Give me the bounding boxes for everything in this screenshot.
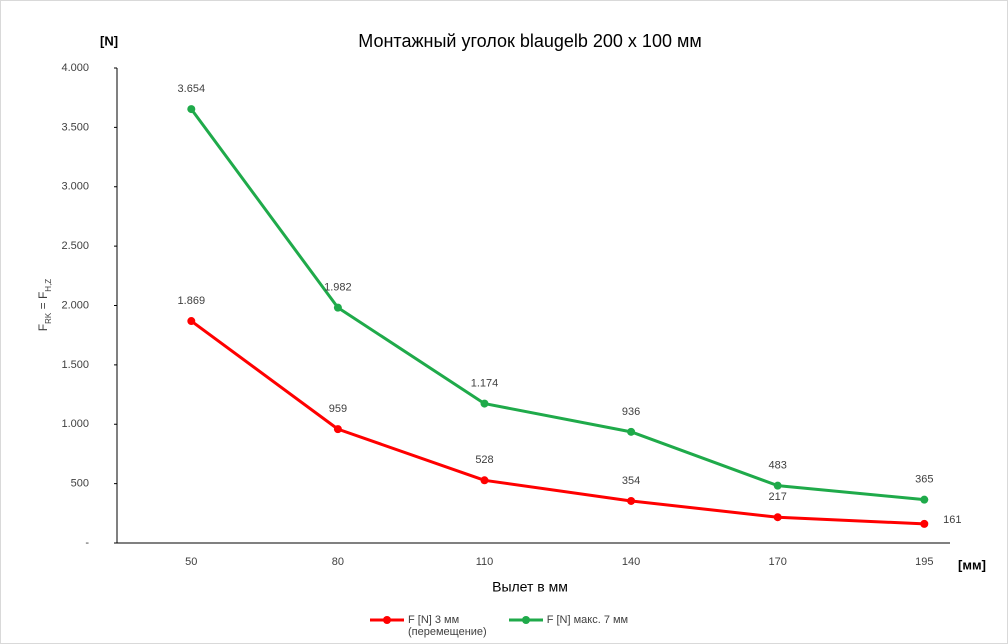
legend-marker [521, 616, 530, 624]
legend-item: F [N] макс. 7 мм [508, 614, 629, 638]
legend-item: F [N] 3 мм (перемещение) [370, 614, 487, 638]
x-axis-label: Вылет в мм [492, 579, 568, 595]
data-label: 528 [475, 454, 493, 466]
y-axis-label: FRK = FH,Z [36, 279, 52, 331]
series-line [190, 108, 925, 502]
y-axis-label-group: FRK = FH,Z [36, 279, 52, 331]
data-label: 161 [943, 514, 961, 526]
y-axis-label-part: = F [36, 292, 50, 313]
legend-swatch [370, 616, 404, 624]
data-point [627, 496, 636, 505]
data-point [773, 513, 782, 522]
data-label: 936 [622, 406, 640, 418]
data-point [333, 303, 342, 312]
data-label: 483 [769, 460, 787, 472]
y-axis-label-part: F [36, 324, 50, 331]
data-label: 3.654 [178, 83, 206, 95]
data-label: 365 [915, 474, 933, 486]
legend: F [N] 3 мм (перемещение) F [N] макс. 7 мм [370, 614, 628, 638]
x-tick-label: 110 [476, 556, 494, 568]
y-axis-label-part: RK [44, 312, 53, 324]
data-point [480, 399, 489, 408]
data-point [187, 105, 196, 114]
legend-swatch [508, 616, 543, 624]
y-tick-label: - [85, 537, 89, 549]
legend-marker [383, 616, 391, 624]
x-tick-label: 170 [769, 556, 787, 568]
chart-title: Монтажный уголок blaugelb 200 x 100 мм [358, 31, 701, 51]
data-point [920, 495, 929, 504]
legend-label: F [N] макс. 7 мм [546, 614, 629, 626]
x-tick-label: 195 [915, 556, 933, 568]
y-tick-label: 4.000 [61, 62, 89, 74]
data-point [627, 427, 636, 436]
y-tick-label: 2.500 [61, 240, 89, 252]
data-label: 217 [769, 491, 787, 503]
y-unit: [N] [100, 33, 118, 48]
x-tick-label: 80 [332, 556, 344, 568]
y-tick-label: 3.000 [61, 181, 89, 193]
data-label: 354 [622, 475, 640, 487]
data-point [773, 481, 782, 490]
y-tick-label: 2.000 [61, 299, 89, 311]
y-tick-label: 500 [71, 478, 89, 490]
data-label: 1.982 [324, 282, 352, 294]
data-point [480, 476, 489, 485]
legend-label: F [N] 3 мм (перемещение) [408, 614, 487, 638]
data-label: 1.174 [471, 377, 499, 389]
x-tick-label: 140 [622, 556, 640, 568]
x-tick-label: 50 [185, 556, 197, 568]
y-axis-label-part: H,Z [44, 279, 53, 292]
data-point [333, 425, 342, 434]
y-tick-label: 3.500 [61, 121, 89, 133]
series-line [190, 319, 925, 526]
data-label: 1.869 [178, 295, 206, 307]
y-tick-label: 1.500 [61, 359, 89, 371]
y-tick-label: 1.000 [61, 418, 89, 430]
data-label: 959 [329, 403, 347, 415]
data-point [187, 317, 196, 326]
data-point [920, 519, 929, 528]
x-unit: [мм] [958, 557, 986, 572]
